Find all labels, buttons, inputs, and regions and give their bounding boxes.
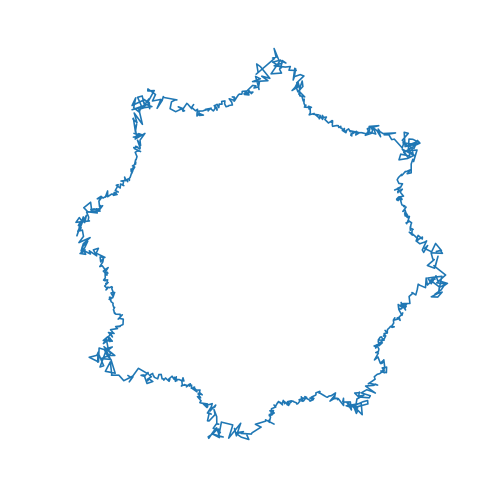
random-walk-loop (75, 47, 449, 441)
